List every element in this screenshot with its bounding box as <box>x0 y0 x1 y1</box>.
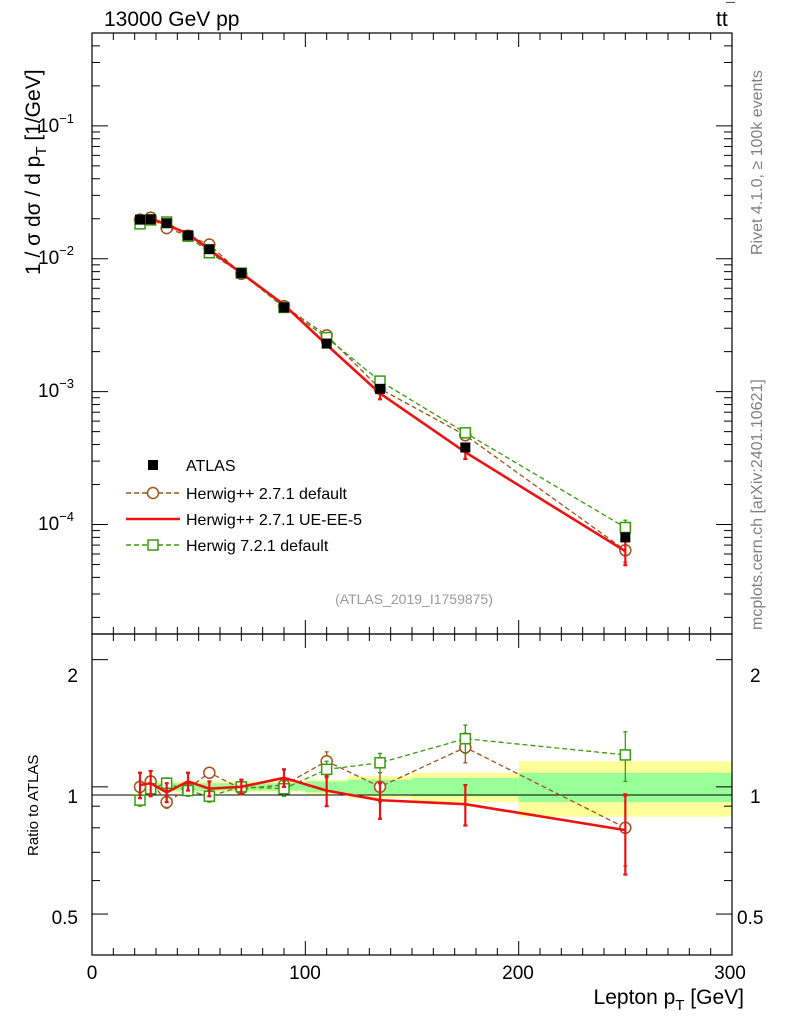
main-marker-atlas <box>204 244 215 255</box>
rivet-version-label: Rivet 4.1.0, ≥ 100k events <box>749 70 766 255</box>
main-marker-atlas <box>321 338 332 349</box>
main-marker-atlas <box>375 383 385 394</box>
main-line-herwigpp-default <box>139 216 626 551</box>
main-marker-atlas <box>135 214 145 225</box>
main-ylabel: 1 / σ dσ / d pT [1/GeV] <box>22 69 50 275</box>
y-tick-label-0.01-exp: −2 <box>59 243 74 258</box>
main-marker-herwig7 <box>619 521 632 534</box>
x-axis-label: Lepton pT [GeV] <box>594 986 744 1014</box>
analysis-id-label: (ATLAS_2019_I1759875) <box>335 591 493 607</box>
y-tick-label-0.01: 10−2 <box>38 243 74 269</box>
y-tick-label-0.1: 10−1 <box>38 111 74 137</box>
legend-entry-herwigpp-default: Herwig++ 2.7.1 default <box>126 486 348 503</box>
legend-label-herwigpp-ueee5: Herwig++ 2.7.1 UE-EE-5 <box>186 512 362 529</box>
ratio-tick-label-1: 1 <box>67 787 78 808</box>
ratio-panel: Ratio to ATLAS 2 1 0.5 2 1 0.5 0 100 200… <box>25 633 763 1014</box>
main-panel: 1 / σ dσ / d pT [1/GeV] 10−1 10−2 10−3 1… <box>22 32 733 635</box>
ratio-marker-herwig7 <box>374 757 386 769</box>
y-tick-label-0.001: 10−3 <box>38 376 74 402</box>
header-energy: 13000 GeV pp <box>104 8 239 31</box>
legend-entry-atlas: ATLAS <box>148 458 236 475</box>
ratio-tick-label-right-0.5: 0.5 <box>737 908 763 929</box>
ratio-y-tick-labels-left: 2 1 0.5 <box>52 666 78 929</box>
legend-entry-herwig7: Herwig 7.2.1 default <box>126 538 329 555</box>
ratio-marker-herwig7 <box>459 732 472 745</box>
header-process-bar: ¯ <box>725 1 735 18</box>
legend-label-herwigpp-default: Herwig++ 2.7.1 default <box>186 486 348 503</box>
main-ylabel-unit: [1/GeV] <box>22 69 45 146</box>
main-marker-herwig7 <box>459 427 472 439</box>
ratio-ylabel: Ratio to ATLAS <box>25 755 42 856</box>
y-tick-label-0.0001-base: 10 <box>38 514 59 535</box>
legend-marker-atlas <box>148 460 158 470</box>
header-process: tt ¯ <box>716 1 735 31</box>
ratio-tick-label-right-1: 1 <box>750 787 761 808</box>
legend-entry-herwigpp-ueee5: Herwig++ 2.7.1 UE-EE-5 <box>126 512 362 529</box>
y-tick-label-0.01-base: 10 <box>38 248 59 269</box>
ratio-tick-label-2: 2 <box>67 666 78 687</box>
main-marker-atlas <box>161 218 172 229</box>
main-marker-atlas <box>620 532 631 543</box>
main-marker-atlas <box>145 214 156 225</box>
x-tick-label-0: 0 <box>87 963 98 984</box>
ratio-marker-herwig7 <box>320 763 333 776</box>
x-tick-labels: 0 100 200 300 <box>87 963 746 984</box>
main-marker-atlas <box>183 230 193 241</box>
x-tick-label-300: 300 <box>714 963 746 984</box>
ratio-tick-label-0.5: 0.5 <box>52 908 78 929</box>
y-tick-label-0.001-base: 10 <box>38 381 59 402</box>
mcplots-reference-label: mcplots.cern.ch [arXiv:2401.10621] <box>749 379 766 630</box>
y-tick-label-0.1-base: 10 <box>38 116 59 137</box>
x-axis-label-unit: [GeV] <box>684 986 744 1009</box>
x-axis-label-subscript: T <box>675 997 684 1014</box>
ratio-marker-herwig7 <box>619 749 632 761</box>
main-line-herwig7 <box>139 219 626 529</box>
x-tick-label-200: 200 <box>502 963 534 984</box>
ratio-line-herwigpp-default <box>139 746 626 829</box>
header-process-label: tt <box>716 8 728 31</box>
main-marker-atlas <box>279 302 289 313</box>
main-y-tick-labels: 10−1 10−2 10−3 10−4 <box>38 111 74 535</box>
y-tick-label-0.0001-exp: −4 <box>59 509 74 524</box>
legend-marker-herwigpp-default <box>146 486 160 500</box>
main-panel-series <box>133 211 632 567</box>
ratio-y-tick-labels-right: 2 1 0.5 <box>737 666 763 929</box>
ratio-tick-label-right-2: 2 <box>750 666 761 687</box>
y-tick-label-0.001-exp: −3 <box>59 376 74 391</box>
legend-marker-herwig7 <box>147 539 159 551</box>
legend-label-atlas: ATLAS <box>186 458 236 475</box>
legend-label-herwig7: Herwig 7.2.1 default <box>186 538 329 555</box>
main-ylabel-subscript: T <box>33 147 50 156</box>
x-axis-label-main: Lepton p <box>594 986 676 1009</box>
legend: ATLAS Herwig++ 2.7.1 default Herwig++ 2.… <box>126 458 362 555</box>
y-tick-label-0.0001: 10−4 <box>38 509 74 535</box>
main-marker-atlas <box>460 442 471 453</box>
y-tick-label-0.1-exp: −1 <box>59 111 74 126</box>
main-marker-atlas <box>236 268 247 279</box>
main-ylabel-main: 1 / σ dσ / d p <box>22 156 45 275</box>
ratio-marker-herwigpp-default <box>203 766 216 779</box>
x-tick-label-100: 100 <box>289 963 321 984</box>
ratio-panel-series <box>133 724 632 876</box>
ratio-panel-frame <box>91 633 733 956</box>
